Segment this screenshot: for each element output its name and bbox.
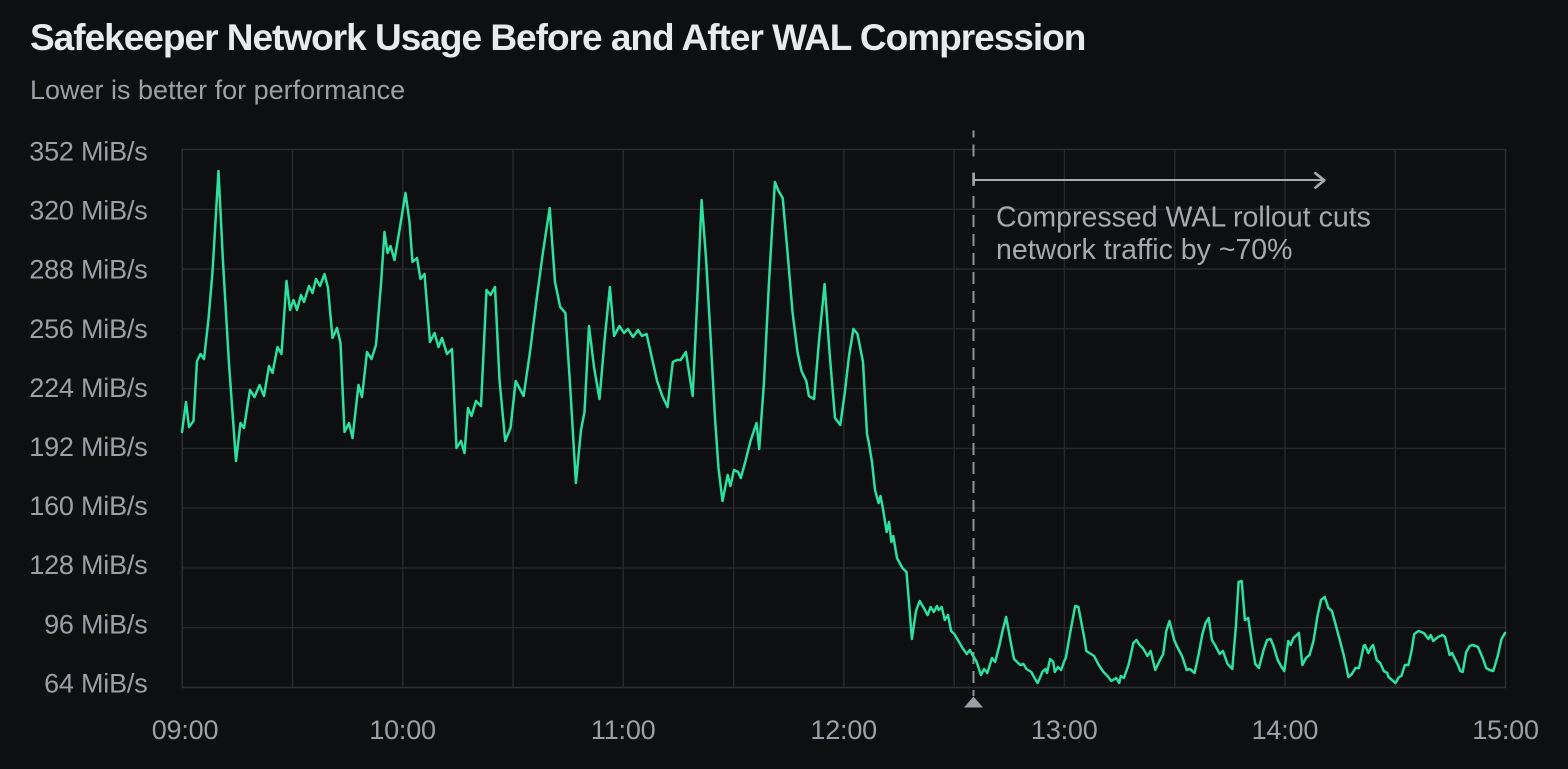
svg-text:11:00: 11:00 [591,715,656,745]
svg-text:160 MiB/s: 160 MiB/s [29,491,147,521]
svg-text:128 MiB/s: 128 MiB/s [29,550,147,580]
svg-text:96 MiB/s: 96 MiB/s [44,609,147,639]
svg-text:64 MiB/s: 64 MiB/s [44,668,147,698]
svg-text:192 MiB/s: 192 MiB/s [29,432,147,462]
svg-text:09:00: 09:00 [152,715,219,745]
svg-text:10:00: 10:00 [369,715,436,745]
svg-text:256 MiB/s: 256 MiB/s [29,314,147,344]
svg-text:Safekeeper Network Usage Befor: Safekeeper Network Usage Before and Afte… [30,17,1085,58]
svg-text:Lower is better for performanc: Lower is better for performance [30,75,405,105]
svg-text:14:00: 14:00 [1252,715,1319,745]
svg-text:Compressed WAL rollout cuts: Compressed WAL rollout cuts [996,202,1371,234]
svg-text:12:00: 12:00 [810,715,877,745]
svg-text:224 MiB/s: 224 MiB/s [29,373,147,403]
svg-text:288 MiB/s: 288 MiB/s [29,255,147,285]
svg-text:13:00: 13:00 [1031,715,1098,745]
svg-text:network traffic by ~70%: network traffic by ~70% [996,234,1293,266]
svg-text:15:00: 15:00 [1472,715,1539,745]
svg-text:320 MiB/s: 320 MiB/s [29,196,147,226]
svg-text:352 MiB/s: 352 MiB/s [29,137,147,167]
